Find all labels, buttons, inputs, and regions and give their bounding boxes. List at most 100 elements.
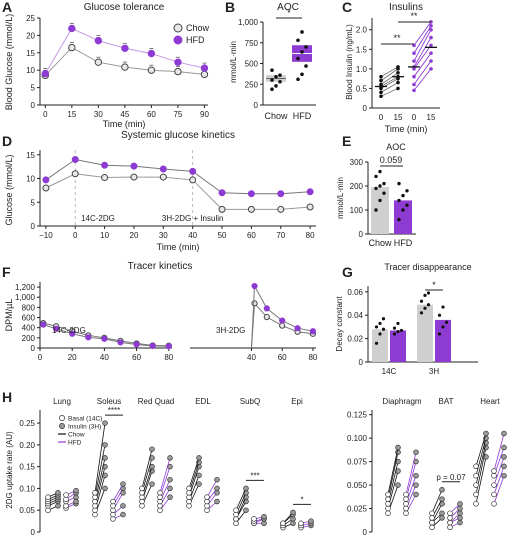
- panel-h-insulin-point: [501, 454, 507, 460]
- panel-h-basal-point: [473, 501, 479, 507]
- panel-c-point: [412, 88, 416, 93]
- panel-h-legend-label: HFD: [68, 440, 82, 447]
- panel-c-x-tick-label: 15: [394, 113, 403, 122]
- panel-label-e: E: [342, 133, 351, 149]
- panel-a-point: [147, 49, 156, 58]
- panel-c-pair-line: [380, 82, 399, 93]
- panel-h-pair-line: [431, 489, 443, 514]
- panel-e-point: [374, 208, 378, 212]
- panel-d-point: [101, 161, 109, 169]
- panel-c-point: [396, 70, 400, 75]
- panel-label-b: B: [225, 0, 235, 15]
- panel-c-point: [412, 59, 416, 63]
- panel-f-right-point: [263, 313, 270, 321]
- panel-h-insulin-point: [395, 444, 401, 451]
- panel-h-basal-point: [385, 491, 391, 498]
- panel-h-basal-point: [92, 490, 98, 496]
- panel-h-sig-label: p = 0.07: [436, 473, 466, 482]
- panel-h-basal-point: [63, 492, 69, 498]
- panel-c-point: [429, 27, 433, 32]
- panel-label-h: H: [2, 389, 12, 405]
- panel-f-right-x-tick-label: 40: [247, 353, 256, 362]
- panel-h-sig-label: ***: [250, 471, 259, 480]
- panel-h-pair-line: [493, 475, 505, 504]
- panel-c-point: [412, 51, 416, 56]
- panel-h-basal-point: [447, 519, 453, 526]
- panel-f-left-point: [101, 335, 108, 342]
- panel-c-pair-line: [380, 88, 399, 97]
- panel-b-title: AOC: [277, 2, 299, 13]
- panel-c-x-tick-label: 0: [412, 113, 417, 122]
- panel-h-pair-line: [387, 452, 399, 500]
- panel-a-xlabel: Time (min): [103, 119, 146, 129]
- panel-b-y-tick-label: 0: [254, 101, 259, 110]
- panel-h-insulin-point: [55, 490, 61, 496]
- panel-c-point: [379, 78, 383, 83]
- panel-h-y-tick-label: 0.025: [347, 505, 368, 514]
- panel-d-point: [218, 205, 226, 213]
- panel-d-annotation: 3H-2DG + Insulin: [162, 214, 224, 223]
- panel-g-bar: [390, 330, 406, 362]
- panel-d-y-tick-label: 5: [31, 198, 36, 207]
- panel-c-point: [429, 59, 433, 63]
- panel-a-title: Glucose tolerance: [84, 2, 165, 13]
- panel-h-insulin-point: [196, 455, 202, 461]
- panel-c-pair-line: [413, 29, 432, 62]
- panel-h-legend-label: Chow: [68, 432, 85, 439]
- panel-d-xlabel: Time (min): [157, 242, 200, 252]
- panel-g-point: [399, 328, 404, 333]
- panel-h-insulin-point: [214, 485, 220, 492]
- panel-h-pair-line: [112, 483, 124, 502]
- panel-h-basal-point: [429, 519, 435, 526]
- panel-f-right-line: [250, 284, 314, 349]
- panel-h-pair-line: [475, 433, 487, 467]
- panel-c-point: [379, 90, 383, 95]
- panel-c-y-tick-label: 0: [363, 104, 368, 113]
- panel-e-sig-label: 0.059: [380, 155, 403, 165]
- panel-d-x-tick-label: 40: [188, 231, 197, 240]
- panel-c-point: [429, 43, 433, 48]
- panel-d-x-tick-label: 80: [306, 231, 315, 240]
- panel-h-y-tick-label: 0.100: [347, 434, 368, 443]
- panel-h-pair-line: [387, 461, 399, 504]
- panel-b-point: [300, 50, 304, 54]
- panel-h-insulin-point: [149, 446, 155, 452]
- panel-b-point: [278, 73, 282, 77]
- panel-b-point: [278, 79, 282, 84]
- panel-c-point: [396, 80, 400, 85]
- panel-h-basal-point: [491, 472, 497, 479]
- panel-h-insulin-point: [457, 519, 463, 526]
- panel-d-point: [277, 190, 285, 198]
- panel-h-insulin-point: [243, 485, 249, 492]
- panel-h-basal-point: [157, 490, 163, 496]
- panel-a-x-tick-label: 60: [147, 110, 156, 119]
- panel-h-basal-point: [491, 501, 497, 507]
- panel-b-point: [296, 77, 300, 82]
- panel-h-basal-point: [447, 515, 453, 521]
- panel-h-basal-point: [110, 498, 116, 505]
- panel-e-point: [405, 189, 409, 193]
- panel-f-annotation: 3H-2DG: [216, 326, 245, 335]
- panel-h-y-tick-label: 0.20: [19, 441, 35, 450]
- panel-label-c: C: [342, 0, 352, 15]
- panel-f-left-point: [69, 330, 76, 337]
- panel-c-title: Insulins: [389, 2, 423, 13]
- panel-h-basal-point: [403, 510, 409, 516]
- panel-h-basal-point: [447, 510, 453, 516]
- panel-b-ylabel: mmol/L·min: [229, 41, 238, 83]
- panel-h-basal-point: [473, 463, 479, 470]
- panel-c-point: [379, 82, 383, 87]
- panel-g-y-tick-label: 0.02: [347, 335, 363, 344]
- panel-f-left-point: [117, 339, 124, 346]
- panel-b-point: [270, 87, 274, 92]
- panel-d-y-tick-label: 0: [31, 222, 36, 231]
- panel-c-point: [429, 51, 433, 56]
- panel-h-insulin-point: [457, 501, 463, 507]
- panel-f-right-point: [294, 325, 301, 332]
- panel-a-legend-marker: [173, 23, 183, 33]
- panel-f-left-x-tick-label: 80: [164, 353, 173, 362]
- panel-g-point: [437, 332, 442, 336]
- panel-d-point: [42, 184, 50, 192]
- panel-c-point: [429, 35, 433, 40]
